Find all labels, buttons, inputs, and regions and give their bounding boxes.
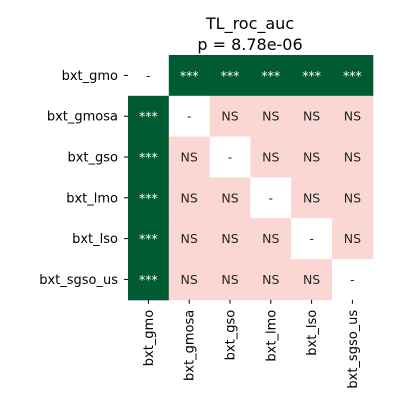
cell-label-0-0: - [146,68,151,83]
column-tick-labels: bxt_gmo bxt_gmosa bxt_gso bxt_lmo bxt_lso bxt… [142,299,361,389]
heatmap-cell-4-5 [332,218,374,260]
heatmap-cell-4-1 [168,218,211,260]
heatmap-cell-0-0 [128,55,170,97]
row-tick-label-4: bxt_lso [72,232,118,247]
cell-label-1-3: NS [262,109,279,124]
heatmap-cell-1-3 [250,95,292,138]
cell-label-5-3: NS [262,272,279,287]
heatmap-cell-0-1 [168,55,211,97]
cell-label-2-4: NS [303,150,320,165]
heatmap-cell-1-1 [168,95,211,138]
cell-label-5-4: NS [303,272,320,287]
heatmap-cell-0-2 [209,55,251,97]
cell-label-3-4: NS [303,190,320,205]
heatmap-cell-5-3 [250,259,292,301]
heatmap-cell-1-2 [209,95,251,138]
heatmap-cell-4-3 [250,218,292,260]
cell-label-4-0: *** [139,231,158,246]
heatmap-cell-2-4 [291,136,333,178]
chart-title-line-1: TL_roc_auc [205,14,294,34]
col-tick-label-1: bxt_gmosa [183,310,198,381]
cell-label-3-1: NS [181,190,198,205]
heatmap-cell-4-0 [128,218,170,260]
row-tick-label-0: bxt_gmo [62,69,118,84]
heatmap-cell-0-3 [250,55,292,97]
heatmap-cell-3-4 [291,177,333,219]
heatmap-cell-3-0 [128,177,170,219]
heatmap-cell-5-4 [291,259,333,301]
heatmap-cell-5-0 [128,259,170,301]
col-tick-label-4: bxt_lso [305,310,320,356]
heatmap-cell-1-4 [291,95,333,138]
cell-label-0-4: *** [302,68,321,83]
cell-label-4-4: - [309,231,314,246]
cell-label-2-1: NS [181,150,198,165]
row-tick-labels: bxt_gmo bxt_gmosa bxt_gso bxt_lmo bxt_lsobxt… [39,69,128,288]
row-tick-label-1: bxt_gmosa [47,110,118,125]
cell-label-2-3: NS [262,150,279,165]
row-tick-label-2: bxt_gso [67,151,118,166]
cell-label-3-0: *** [139,190,158,205]
heatmap-cell-3-2 [209,177,251,219]
col-tick-label-3: bxt_lmo [264,310,279,362]
row-tick-label-5: bxt_sgso_us [39,273,118,288]
heatmap-cell-3-3 [250,177,292,219]
cell-label-3-2: NS [221,190,238,205]
cell-label-4-2: NS [221,231,238,246]
heatmap-cell-3-5 [332,177,374,219]
cell-label-5-1: NS [181,272,198,287]
cell-label-0-3: *** [261,68,280,83]
heatmap-cell-2-2 [209,136,251,178]
heatmap-cell-1-0 [128,95,170,138]
cell-label-5-2: NS [221,272,238,287]
cell-label-1-2: NS [221,109,238,124]
cell-label-4-1: NS [181,231,198,246]
cell-label-2-2: - [228,150,233,165]
heatmap-cell-2-3 [250,136,292,178]
col-tick-label-0: bxt_gmo [142,310,157,366]
heatmap-cell-4-2 [209,218,251,260]
heatmap-cell-3-1 [168,177,211,219]
cell-label-0-1: *** [180,68,199,83]
heatmap-cell-0-5 [332,55,374,97]
cell-label-1-0: *** [139,109,158,124]
cell-label-4-5: NS [344,231,361,246]
heatmap-cell-2-5 [332,136,374,178]
heatmap-cell-2-0 [128,136,170,178]
cell-label-1-1: - [187,109,192,124]
chart-title: TL_roc_auc p = 8.78e-06 [197,14,302,54]
cell-label-5-0: *** [139,272,158,287]
cell-label-5-5: - [350,272,355,287]
heatmap-cell-0-4 [291,55,333,97]
cell-label-2-0: *** [139,150,158,165]
heatmap-cell-2-1 [168,136,211,178]
cell-label-2-5: NS [344,150,361,165]
cell-label-1-4: NS [303,109,320,124]
heatmap-cell-4-4 [291,218,333,260]
chart-title-line-2: p = 8.78e-06 [197,35,302,54]
cell-label-3-5: NS [344,190,361,205]
heatmap-cell-1-5 [332,95,374,138]
cell-label-0-2: *** [221,68,240,83]
col-tick-label-5: bxt_sgso_us [346,310,361,389]
heatmap-cells: - *** *** *** *** *** *** - NS NS NS NS *** NS - NS NS NS… [128,55,374,301]
cell-label-3-3: - [269,190,274,205]
row-tick-label-3: bxt_lmo [66,191,118,206]
cell-label-1-5: NS [344,109,361,124]
cell-label-0-5: *** [343,68,362,83]
heatmap-cell-5-1 [168,259,211,301]
heatmap-cell-5-5 [332,259,374,301]
heatmap-cell-5-2 [209,259,251,301]
col-tick-label-2: bxt_gso [224,310,239,361]
cell-label-4-3: NS [262,231,279,246]
